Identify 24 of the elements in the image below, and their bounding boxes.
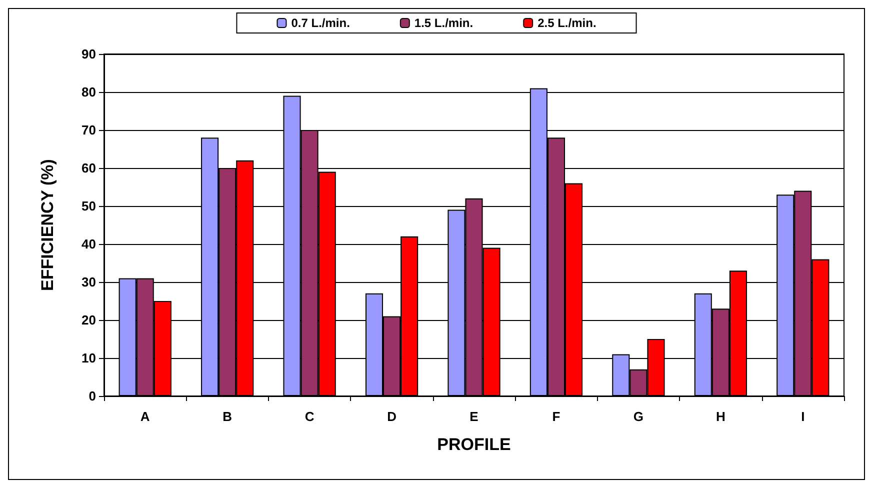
legend-label: 2.5 L./min. — [538, 16, 596, 30]
x-tick-label: G — [633, 409, 644, 424]
legend-label: 0.7 L./min. — [291, 16, 350, 30]
y-tick-label: 80 — [82, 84, 96, 100]
y-tick-label: 60 — [82, 160, 96, 176]
legend-label: 1.5 L./min. — [414, 16, 474, 30]
x-tick-label: H — [716, 409, 726, 424]
x-tick-label: I — [801, 409, 805, 424]
x-tick-label: E — [470, 409, 479, 424]
y-tick-label: 30 — [82, 274, 96, 290]
x-axis-title: PROFILE — [437, 435, 511, 454]
x-tick-label: B — [222, 409, 232, 424]
x-tick-label: F — [552, 409, 560, 424]
y-axis-title: EFFICIENCY (%) — [38, 159, 57, 291]
y-tick-label: 40 — [82, 236, 96, 252]
x-tick-label: C — [304, 409, 315, 424]
y-tick-label: 0 — [88, 388, 96, 404]
y-tick-label: 10 — [82, 350, 96, 366]
y-tick-label: 50 — [82, 198, 96, 214]
x-tick-label: D — [387, 409, 396, 424]
y-tick-label: 90 — [82, 46, 96, 62]
y-tick-label: 70 — [82, 122, 96, 138]
y-tick-label: 20 — [82, 312, 96, 328]
x-tick-label: A — [140, 409, 150, 424]
